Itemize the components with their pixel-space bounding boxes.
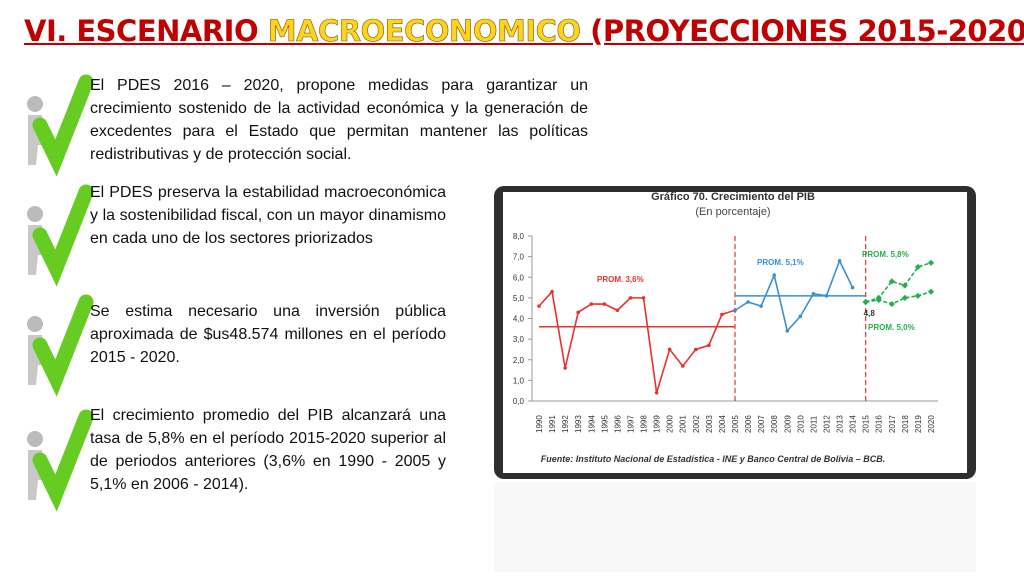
icons <box>27 74 94 512</box>
data-label: 4,8 <box>864 309 876 318</box>
x-tick-label: 2019 <box>914 415 923 433</box>
x-tick-label: 2009 <box>783 415 792 433</box>
series-line <box>734 258 854 333</box>
average-label: PROM. 5,8% <box>862 250 909 259</box>
x-tick-label: 1994 <box>587 415 596 433</box>
bullet-text: El PDES preserva la estabilidad macroeco… <box>90 184 446 247</box>
x-tick-label: 2001 <box>679 415 688 433</box>
data-point <box>785 329 790 333</box>
x-tick-label: 2017 <box>888 415 897 433</box>
bullet-text: El crecimiento promedio del PIB alcanzar… <box>90 407 446 493</box>
data-point <box>811 291 816 296</box>
x-tick-label: 1990 <box>535 415 544 433</box>
x-tick-label: 2013 <box>836 415 845 433</box>
data-point <box>733 308 737 313</box>
x-tick-label: 1991 <box>548 415 557 433</box>
x-tick-label: 1993 <box>574 415 583 433</box>
average-label: PROM. 3,6% <box>597 275 644 284</box>
x-tick-label: 2002 <box>692 415 701 433</box>
data-point <box>615 308 620 313</box>
x-tick-label: 2012 <box>822 415 831 433</box>
data-point <box>824 294 829 298</box>
y-tick-label: 2,0 <box>513 356 525 365</box>
data-point <box>694 347 698 352</box>
chart-source: Fuente: Instituto Nacional de Estadístic… <box>541 454 886 464</box>
data-point <box>576 310 580 315</box>
y-tick-label: 8,0 <box>513 232 525 241</box>
data-point <box>798 314 803 319</box>
y-tick-label: 0,0 <box>513 397 525 406</box>
check-icon <box>27 294 94 397</box>
data-point <box>537 304 541 308</box>
slide-title: VI. ESCENARIO MACROECONOMICO (PROYECCION… <box>24 14 1024 49</box>
check-icon <box>27 184 94 287</box>
data-point <box>654 390 659 395</box>
x-tick-label: 1998 <box>640 415 649 433</box>
title-part: VI. ESCENARIO <box>24 14 268 48</box>
x-tick-label: 1996 <box>613 415 622 433</box>
x-tick-label: 2007 <box>757 415 766 433</box>
check-icon <box>27 74 94 177</box>
data-point <box>759 304 763 308</box>
y-tick-label: 6,0 <box>513 273 525 282</box>
data-point <box>680 364 685 368</box>
data-point <box>720 312 724 317</box>
x-tick-label: 2020 <box>927 415 936 433</box>
x-tick-label: 2000 <box>666 415 675 433</box>
data-point <box>837 258 842 263</box>
chart-title: Gráfico 70. Crecimiento del PIB <box>651 191 815 203</box>
x-tick-label: 1999 <box>653 415 662 433</box>
x-tick-label: 2004 <box>718 415 727 433</box>
y-tick-label: 4,0 <box>513 315 525 324</box>
y-tick-label: 5,0 <box>513 294 525 303</box>
title-part: (PROYECCIONES 2015-2020) <box>580 14 1024 48</box>
data-point <box>746 300 750 304</box>
data-point <box>550 289 554 294</box>
y-tick-label: 1,0 <box>513 376 525 385</box>
bullet-text: Se estima necesario una inversión públic… <box>90 303 446 366</box>
x-tick-label: 2005 <box>731 415 740 433</box>
x-tick-label: 2008 <box>770 415 779 433</box>
data-point <box>602 302 607 306</box>
data-point <box>667 347 672 352</box>
x-tick-label: 1992 <box>561 415 570 433</box>
y-tick-label: 3,0 <box>513 335 525 344</box>
data-point <box>628 296 633 300</box>
y-tick-label: 7,0 <box>513 253 525 262</box>
x-tick-label: 2006 <box>744 415 753 433</box>
x-tick-label: 2018 <box>901 415 910 433</box>
average-label: PROM. 5,0% <box>868 323 915 332</box>
data-point <box>707 343 711 348</box>
x-tick-label: 2016 <box>875 415 884 433</box>
average-label: PROM. 5,1% <box>757 258 804 267</box>
reflection <box>494 482 976 572</box>
check-icon <box>27 409 94 512</box>
title-part: MACROECONOMICO <box>267 14 581 49</box>
series-line <box>538 289 736 393</box>
x-tick-label: 2003 <box>705 415 714 433</box>
data-point <box>641 296 646 300</box>
data-point <box>772 273 776 277</box>
data-point <box>850 285 855 290</box>
x-tick-label: 2014 <box>849 415 858 433</box>
data-point <box>563 366 567 370</box>
x-tick-label: 1995 <box>600 415 609 433</box>
chart-subtitle: (En porcentaje) <box>695 206 770 218</box>
x-tick-label: 2015 <box>862 415 871 433</box>
x-tick-label: 1997 <box>626 415 635 433</box>
x-tick-label: 2011 <box>809 415 818 433</box>
bullet-text: El PDES 2016 – 2020, propone medidas par… <box>90 77 588 163</box>
x-tick-label: 2010 <box>796 415 805 433</box>
data-point <box>589 302 594 306</box>
